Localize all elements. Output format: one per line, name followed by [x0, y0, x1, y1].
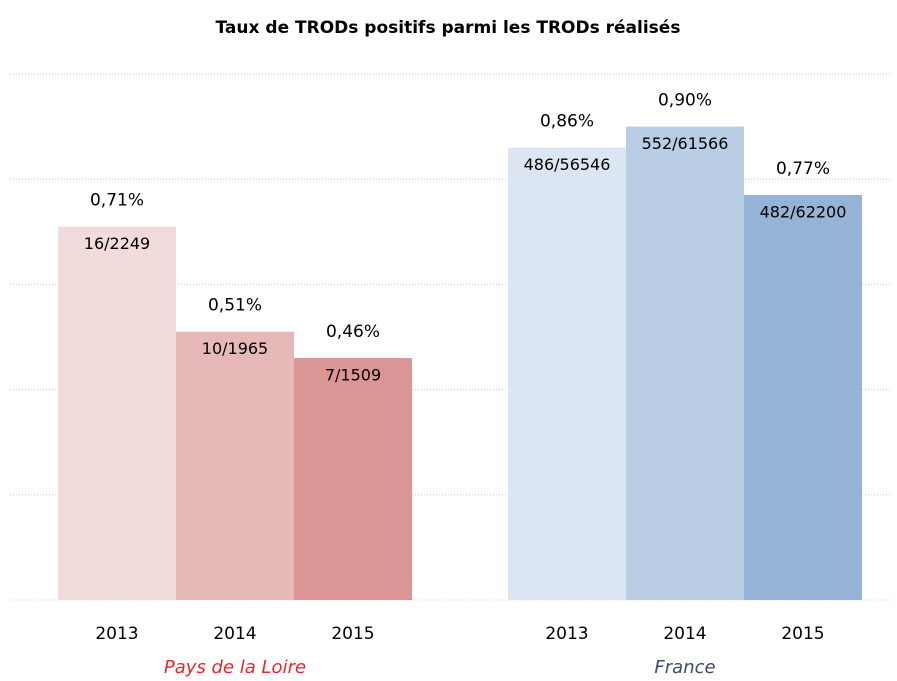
inner-label: 486/56546	[524, 155, 611, 174]
inner-label: 7/1509	[325, 366, 381, 385]
inner-label: 482/62200	[760, 202, 847, 221]
group-label: Pays de la Loire	[164, 657, 306, 678]
bar	[58, 226, 176, 601]
bar	[508, 147, 626, 600]
value-label: 0,77%	[776, 159, 830, 179]
bar	[626, 126, 744, 600]
x-tick-label: 2014	[213, 624, 256, 644]
value-label: 0,46%	[326, 322, 380, 342]
value-label: 0,86%	[540, 112, 594, 132]
group-label: France	[654, 657, 715, 678]
inner-label: 10/1965	[202, 339, 268, 358]
x-tick-label: 2013	[545, 624, 588, 644]
value-label: 0,71%	[90, 191, 144, 211]
value-label: 0,51%	[208, 296, 262, 316]
inner-label: 16/2249	[84, 234, 150, 253]
bar	[744, 194, 862, 601]
x-tick-label: 2015	[781, 624, 824, 644]
x-tick-label: 2015	[331, 624, 374, 644]
x-tick-label: 2014	[663, 624, 706, 644]
inner-label: 552/61566	[642, 134, 729, 153]
bar	[294, 358, 412, 600]
x-tick-label: 2013	[95, 624, 138, 644]
chart-title: Taux de TRODs positifs parmi les TRODs r…	[216, 18, 681, 38]
value-label: 0,90%	[658, 91, 712, 111]
bar	[176, 331, 294, 600]
